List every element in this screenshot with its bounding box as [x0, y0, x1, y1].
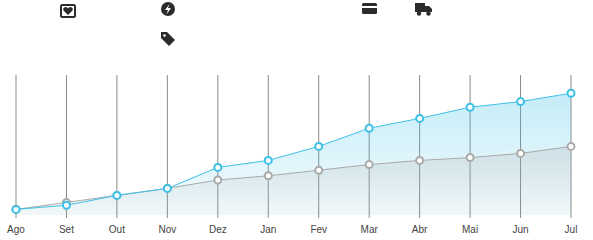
icons — [61, 2, 432, 46]
series-marker — [63, 202, 70, 209]
series-marker — [416, 115, 423, 122]
x-tick-label: Jan — [260, 224, 276, 235]
icon-card — [362, 3, 377, 14]
chart: Ago Set Out Nov Dez Jan Fev Mar Abr Mai Jun Jul — [0, 0, 593, 240]
x-tick-label: Dez — [209, 224, 227, 235]
x-tick-label: Mar — [361, 224, 379, 235]
icon-truck-body — [415, 3, 425, 12]
grid — [16, 75, 571, 218]
x-tick-label: Jul — [565, 224, 578, 235]
icon-truck-cab — [425, 6, 432, 12]
x-tick-label: Abr — [412, 224, 428, 235]
icon-wheel — [417, 11, 421, 15]
series-marker — [113, 192, 120, 199]
icon-bolt-bg — [161, 2, 175, 16]
series-marker — [366, 161, 373, 168]
series-marker — [568, 90, 575, 97]
series-marker — [164, 185, 171, 192]
icon-box — [61, 5, 75, 17]
series-marker — [416, 157, 423, 164]
series-marker — [517, 150, 524, 157]
series-marker — [366, 125, 373, 132]
series-marker — [13, 206, 20, 213]
x-tick-label: Mai — [462, 224, 478, 235]
plot-area — [13, 90, 575, 215]
series-marker — [164, 185, 171, 192]
series-line — [16, 146, 571, 209]
x-axis-labels: Ago Set Out Nov Dez Jan Fev Mar Abr Mai Jun Jul — [7, 224, 577, 235]
x-tick-label: Set — [59, 224, 74, 235]
grid-line — [66, 75, 67, 218]
chart-svg: Ago Set Out Nov Dez Jan Fev Mar Abr Mai Jun Jul — [0, 0, 593, 240]
series-area — [16, 146, 571, 215]
series-area — [16, 93, 571, 215]
series-marker — [467, 154, 474, 161]
series-marker — [265, 172, 272, 179]
x-tick-label: Jun — [512, 224, 528, 235]
icon-tag-hole — [163, 34, 166, 37]
x-tick-label: Fev — [310, 224, 327, 235]
x-tick-label: Out — [109, 224, 125, 235]
series-marker — [214, 177, 221, 184]
series-marker — [13, 206, 20, 213]
series-marker — [315, 167, 322, 174]
icon-tag — [161, 32, 175, 46]
series-marker — [467, 104, 474, 111]
icon-bolt — [165, 4, 171, 15]
series-marker — [315, 143, 322, 150]
series-line — [16, 93, 571, 209]
series-marker — [568, 143, 575, 150]
x-tick-label: Nov — [158, 224, 176, 235]
grid-line — [16, 75, 17, 218]
series-marker — [517, 98, 524, 105]
series-marker — [265, 157, 272, 164]
series-marker — [214, 164, 221, 171]
icon-card-stripe — [362, 6, 377, 8]
series-marker — [113, 192, 120, 199]
x-tick-label: Ago — [7, 224, 25, 235]
icon-heart — [63, 7, 72, 15]
icon-wheel — [426, 11, 430, 15]
